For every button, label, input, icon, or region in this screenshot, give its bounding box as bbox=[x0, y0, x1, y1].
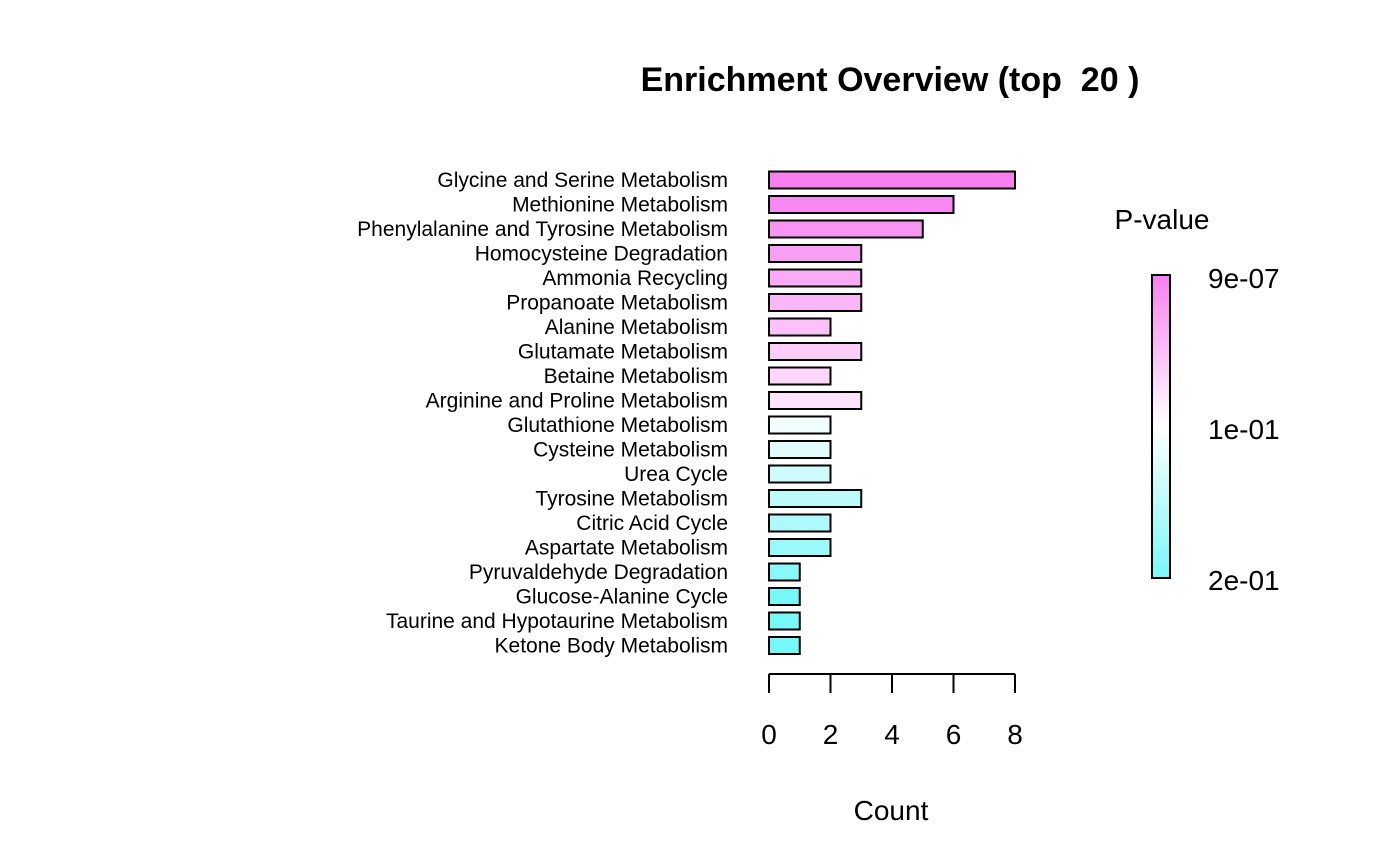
bars-group bbox=[768, 170, 1016, 655]
bar bbox=[768, 562, 801, 582]
bar bbox=[768, 636, 801, 655]
legend-color-bar bbox=[1151, 274, 1171, 579]
category-label: Ammonia Recycling bbox=[542, 267, 728, 290]
x-ticks-group: 0 2 4 6 8 bbox=[761, 674, 1023, 750]
bar bbox=[768, 611, 801, 631]
category-label: Arginine and Proline Metabolism bbox=[426, 390, 728, 413]
category-label: Phenylalanine and Tyrosine Metabolism bbox=[357, 218, 728, 241]
bar bbox=[768, 415, 832, 435]
bar bbox=[768, 195, 955, 214]
category-label: Aspartate Metabolism bbox=[525, 537, 728, 560]
bar bbox=[768, 538, 832, 557]
bar bbox=[768, 268, 863, 288]
category-label: Urea Cycle bbox=[624, 463, 728, 486]
category-labels-group: Glycine and Serine MetabolismMethionine … bbox=[357, 169, 728, 658]
category-label: Tyrosine Metabolism bbox=[535, 488, 728, 511]
bar bbox=[768, 219, 924, 239]
category-label: Propanoate Metabolism bbox=[506, 292, 728, 315]
category-label: Betaine Metabolism bbox=[544, 365, 728, 388]
category-label: Glycine and Serine Metabolism bbox=[437, 169, 728, 192]
bar bbox=[768, 513, 832, 533]
x-axis: 0 2 4 6 8 bbox=[761, 673, 1023, 750]
x-tick-label: 8 bbox=[1007, 719, 1023, 750]
category-label: Glutamate Metabolism bbox=[518, 341, 728, 364]
legend-label-top: 9e-07 bbox=[1208, 263, 1280, 294]
bar bbox=[768, 366, 832, 386]
bar bbox=[768, 293, 863, 312]
category-label: Pyruvaldehyde Degradation bbox=[469, 561, 728, 584]
bar bbox=[768, 464, 832, 484]
bar bbox=[768, 440, 832, 459]
category-label: Glucose-Alanine Cycle bbox=[516, 586, 728, 609]
legend-title: P-value bbox=[1115, 204, 1210, 235]
category-label: Glutathione Metabolism bbox=[507, 414, 728, 437]
category-label: Methionine Metabolism bbox=[512, 194, 728, 217]
legend-label-mid: 1e-01 bbox=[1208, 414, 1280, 445]
bar bbox=[768, 342, 863, 361]
category-label: Citric Acid Cycle bbox=[576, 512, 728, 535]
x-tick-label: 6 bbox=[946, 719, 962, 750]
x-tick-label: 2 bbox=[823, 719, 839, 750]
legend-label-bottom: 2e-01 bbox=[1208, 565, 1280, 596]
chart-title: Enrichment Overview (top 20 ) bbox=[641, 61, 1140, 99]
bar bbox=[768, 244, 863, 263]
x-axis-title: Count bbox=[854, 795, 929, 826]
category-label: Ketone Body Metabolism bbox=[495, 635, 728, 658]
bar bbox=[768, 587, 801, 606]
category-label: Alanine Metabolism bbox=[545, 316, 728, 339]
bar bbox=[768, 317, 832, 337]
bar bbox=[768, 489, 863, 508]
category-label: Cysteine Metabolism bbox=[533, 439, 728, 462]
x-tick-label: 0 bbox=[761, 719, 777, 750]
category-label: Homocysteine Degradation bbox=[475, 243, 728, 266]
category-label: Taurine and Hypotaurine Metabolism bbox=[386, 610, 728, 633]
legend: P-value 9e-07 1e-01 2e-01 bbox=[1115, 204, 1280, 596]
bar bbox=[768, 170, 1016, 190]
bar bbox=[768, 391, 863, 410]
x-tick-label: 4 bbox=[884, 719, 900, 750]
